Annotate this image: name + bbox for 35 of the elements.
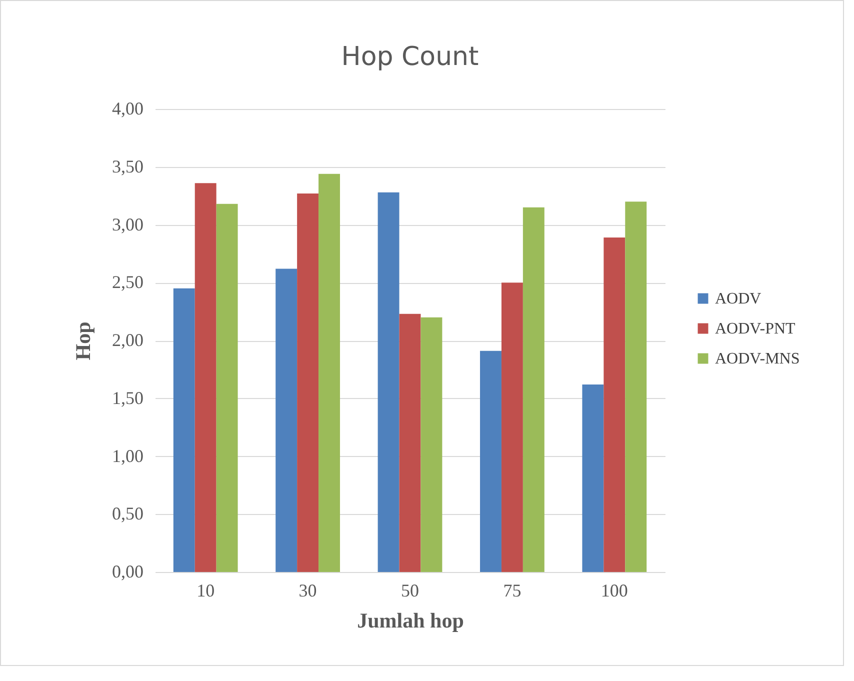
- x-tick-label: 10: [196, 580, 215, 600]
- legend-label: AODV: [715, 290, 762, 308]
- bar: [420, 317, 442, 572]
- bar: [399, 314, 421, 572]
- bar: [582, 384, 604, 572]
- legend-label: AODV-MNS: [715, 350, 800, 368]
- bar: [216, 204, 238, 572]
- bar: [604, 237, 626, 572]
- y-tick-label: 4,00: [112, 98, 144, 118]
- y-tick-label: 3,00: [112, 214, 144, 234]
- bar: [297, 194, 319, 572]
- bar: [318, 174, 340, 572]
- x-axis-title: Jumlah hop: [357, 608, 464, 632]
- bar: [276, 268, 298, 572]
- bar: [194, 183, 216, 572]
- y-axis-title: Hop: [71, 322, 95, 360]
- legend-label: AODV-PNT: [715, 320, 796, 338]
- bar: [480, 350, 502, 572]
- y-tick-label: 1,50: [112, 388, 144, 408]
- y-tick-label: 2,00: [112, 330, 144, 350]
- x-tick-label: 30: [298, 580, 317, 600]
- bar: [625, 202, 647, 572]
- chart-title: Hop Count: [341, 42, 479, 72]
- y-tick-label: 3,50: [112, 156, 144, 176]
- x-tick-label: 50: [401, 580, 419, 600]
- y-tick-label: 0,50: [112, 504, 144, 524]
- bar: [378, 192, 400, 572]
- y-tick-label: 0,00: [112, 562, 144, 582]
- x-tick-label: 100: [600, 580, 628, 600]
- bar: [173, 288, 195, 572]
- bar: [522, 207, 544, 572]
- bar: [501, 282, 523, 572]
- y-tick-label: 1,00: [112, 446, 144, 466]
- y-tick-label: 2,50: [112, 272, 144, 292]
- x-tick-label: 75: [503, 580, 522, 600]
